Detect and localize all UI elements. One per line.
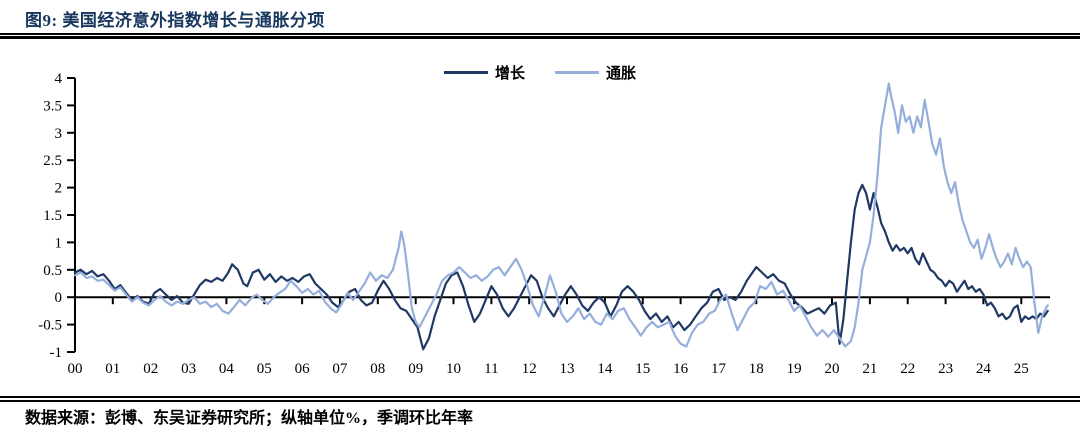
x-axis-tick-label: 09 [408,361,423,377]
x-axis: 00 01 02 03 04 05 06 07 08 09 10 11 12 13 14 15 16 17 18 19… [68,296,1050,377]
y-axis-tick-label: 1 [55,235,63,251]
x-axis-tick-label: 13 [560,361,575,377]
x-axis-tick-label: 14 [597,361,613,377]
x-axis-tick-label: 00 [68,361,83,377]
x-axis-tick-label: 04 [219,361,235,377]
x-axis-tick-label: 17 [711,361,727,377]
x-axis-tick-label: 22 [900,361,915,377]
x-axis-tick-label: 15 [635,361,650,377]
y-axis-tick-label: 2 [55,181,63,197]
legend-label-inflation: 通胀 [606,66,637,82]
series-line-growth [73,183,1049,351]
footer-divider-lower [0,400,1080,402]
y-axis-tick-label: 3 [55,126,63,142]
y-axis-tick-label: -0.5 [38,318,62,334]
x-axis-tick-label: 07 [332,361,348,377]
source-note: 数据来源：彭博、东吴证券研究所；纵轴单位%，季调环比年率 [25,410,474,427]
y-axis-tick-label: -1 [50,345,63,361]
x-axis-tick-label: 12 [522,361,537,377]
x-axis-tick-label: 19 [787,361,802,377]
legend-item-inflation: 通胀 [555,62,636,83]
x-axis-tick-label: 20 [825,361,840,377]
y-axis-tick-label: 3.5 [43,98,62,114]
x-axis-tick-label: 18 [749,361,764,377]
x-axis-tick-label: 06 [295,361,311,377]
y-axis-tick-label: 4 [55,71,63,87]
chart-legend: 增长 通胀 [0,62,1080,83]
x-axis-tick-label: 25 [1014,361,1029,377]
x-axis-tick-label: 08 [370,361,385,377]
header-divider-lower [0,36,1080,39]
x-axis-tick-label: 03 [181,361,196,377]
x-axis-tick-label: 11 [484,361,498,377]
x-axis-tick-label: 10 [446,361,461,377]
x-axis-tick-label: 01 [105,361,120,377]
legend-item-growth: 增长 [443,62,525,83]
x-axis-tick-label: 21 [862,361,877,377]
y-axis-tick-label: 0.5 [43,263,62,279]
legend-line-swatch-inflation [555,71,599,74]
header-divider-upper [0,33,1080,35]
y-axis-tick-label: 0 [55,290,63,306]
x-axis-tick-label: 23 [938,361,953,377]
x-axis-tick-label: 24 [976,361,992,377]
x-axis-tick-label: 02 [143,361,158,377]
figure-title: 图9: 美国经济意外指数增长与通胀分项 [25,11,325,30]
series-line-inflation [73,82,1049,348]
x-axis-tick-label: 05 [257,361,272,377]
x-axis-tick-label: 16 [673,361,689,377]
legend-line-swatch-growth [443,71,488,74]
y-axis: -1 -0.5 0 0.5 1 1.5 2 2.5 3 3.5 4 [38,71,76,361]
y-axis-tick-label: 1.5 [43,208,62,224]
legend-label-growth: 增长 [494,66,525,82]
footer-divider-upper [0,396,1080,398]
y-axis-tick-label: 2.5 [43,153,62,169]
